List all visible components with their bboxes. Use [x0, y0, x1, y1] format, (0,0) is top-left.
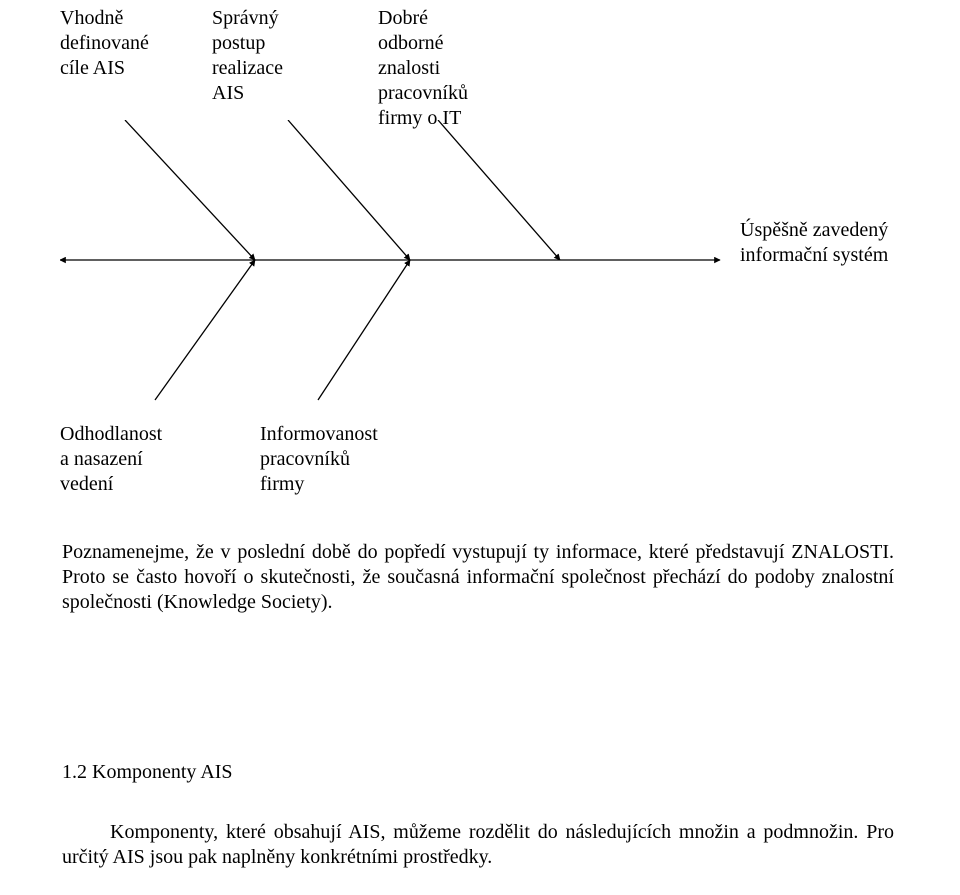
fishbone-label-top-c: Dobré odborné znalosti pracovníků firmy …: [378, 6, 468, 131]
fishbone-diagram: [60, 120, 780, 460]
fishbone-label-top-a: Vhodně definované cíle AIS: [60, 6, 149, 81]
paragraph-komponenty: Komponenty, které obsahují AIS, můžeme r…: [62, 820, 894, 870]
paragraph-znalosti: Poznamenejme, že v poslední době do popř…: [62, 540, 894, 615]
fishbone-label-top-b: Správný postup realizace AIS: [212, 6, 283, 106]
section-title-komponenty: 1.2 Komponenty AIS: [62, 760, 233, 785]
